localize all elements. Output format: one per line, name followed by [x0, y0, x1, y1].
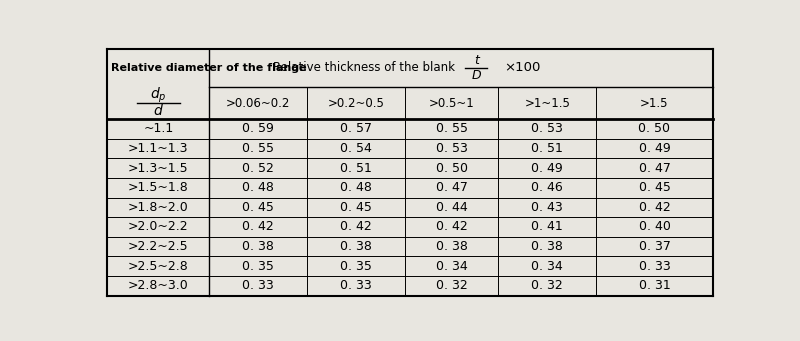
Text: 0. 45: 0. 45: [638, 181, 670, 194]
Text: Relative thickness of the blank: Relative thickness of the blank: [273, 61, 454, 74]
Text: 0. 45: 0. 45: [242, 201, 274, 214]
Text: 0. 33: 0. 33: [340, 279, 372, 292]
Text: 0. 42: 0. 42: [436, 221, 468, 234]
Text: 0. 34: 0. 34: [531, 260, 563, 273]
Text: 0. 50: 0. 50: [638, 122, 670, 135]
Text: $d_p$: $d_p$: [150, 86, 166, 105]
Text: 0. 53: 0. 53: [531, 122, 563, 135]
Text: >2.0~2.2: >2.0~2.2: [128, 221, 189, 234]
Text: 0. 43: 0. 43: [531, 201, 563, 214]
Text: 0. 54: 0. 54: [340, 142, 372, 155]
Text: 0. 38: 0. 38: [436, 240, 468, 253]
Text: 0. 33: 0. 33: [638, 260, 670, 273]
Text: 0. 47: 0. 47: [638, 162, 670, 175]
Text: 0. 40: 0. 40: [638, 221, 670, 234]
Text: 0. 49: 0. 49: [531, 162, 563, 175]
Text: 0. 41: 0. 41: [531, 221, 563, 234]
Text: >1.5: >1.5: [640, 97, 669, 109]
Text: 0. 51: 0. 51: [340, 162, 372, 175]
Text: 0. 45: 0. 45: [340, 201, 372, 214]
Text: 0. 49: 0. 49: [638, 142, 670, 155]
Text: 0. 51: 0. 51: [531, 142, 563, 155]
Text: 0. 47: 0. 47: [436, 181, 468, 194]
Text: t: t: [474, 54, 478, 67]
Text: 0. 53: 0. 53: [436, 142, 468, 155]
Text: >1.8~2.0: >1.8~2.0: [128, 201, 189, 214]
Text: >1.5~1.8: >1.5~1.8: [128, 181, 189, 194]
Text: 0. 44: 0. 44: [436, 201, 468, 214]
Text: 0. 38: 0. 38: [340, 240, 372, 253]
Text: >2.5~2.8: >2.5~2.8: [128, 260, 189, 273]
Text: >1.3~1.5: >1.3~1.5: [128, 162, 189, 175]
Text: $d$: $d$: [153, 103, 164, 118]
Text: 0. 37: 0. 37: [638, 240, 670, 253]
Text: 0. 31: 0. 31: [638, 279, 670, 292]
Text: 0. 46: 0. 46: [531, 181, 563, 194]
Text: 0. 42: 0. 42: [242, 221, 274, 234]
Text: 0. 34: 0. 34: [436, 260, 468, 273]
Text: >0.06~0.2: >0.06~0.2: [226, 97, 290, 109]
Text: 0. 52: 0. 52: [242, 162, 274, 175]
Text: Relative diameter of the flange: Relative diameter of the flange: [111, 63, 306, 73]
Text: 0. 33: 0. 33: [242, 279, 274, 292]
Text: >0.2~0.5: >0.2~0.5: [328, 97, 385, 109]
Text: 0. 42: 0. 42: [340, 221, 372, 234]
Text: 0. 50: 0. 50: [436, 162, 468, 175]
Text: 0. 35: 0. 35: [340, 260, 372, 273]
Text: >1~1.5: >1~1.5: [525, 97, 570, 109]
Text: >2.2~2.5: >2.2~2.5: [128, 240, 189, 253]
Text: 0. 32: 0. 32: [436, 279, 468, 292]
Text: 0. 38: 0. 38: [242, 240, 274, 253]
Text: 0. 55: 0. 55: [242, 142, 274, 155]
Text: 0. 59: 0. 59: [242, 122, 274, 135]
Text: 0. 55: 0. 55: [436, 122, 468, 135]
Text: 0. 42: 0. 42: [638, 201, 670, 214]
Text: D: D: [471, 69, 481, 82]
Text: 0. 38: 0. 38: [531, 240, 563, 253]
Text: >1.1~1.3: >1.1~1.3: [128, 142, 189, 155]
Text: 0. 48: 0. 48: [242, 181, 274, 194]
Text: 0. 57: 0. 57: [340, 122, 372, 135]
Text: 0. 48: 0. 48: [340, 181, 372, 194]
Text: >2.8~3.0: >2.8~3.0: [128, 279, 189, 292]
Text: ~1.1: ~1.1: [143, 122, 174, 135]
Text: 0. 32: 0. 32: [531, 279, 563, 292]
Text: ×100: ×100: [504, 61, 541, 74]
Text: >0.5~1: >0.5~1: [429, 97, 474, 109]
Text: 0. 35: 0. 35: [242, 260, 274, 273]
